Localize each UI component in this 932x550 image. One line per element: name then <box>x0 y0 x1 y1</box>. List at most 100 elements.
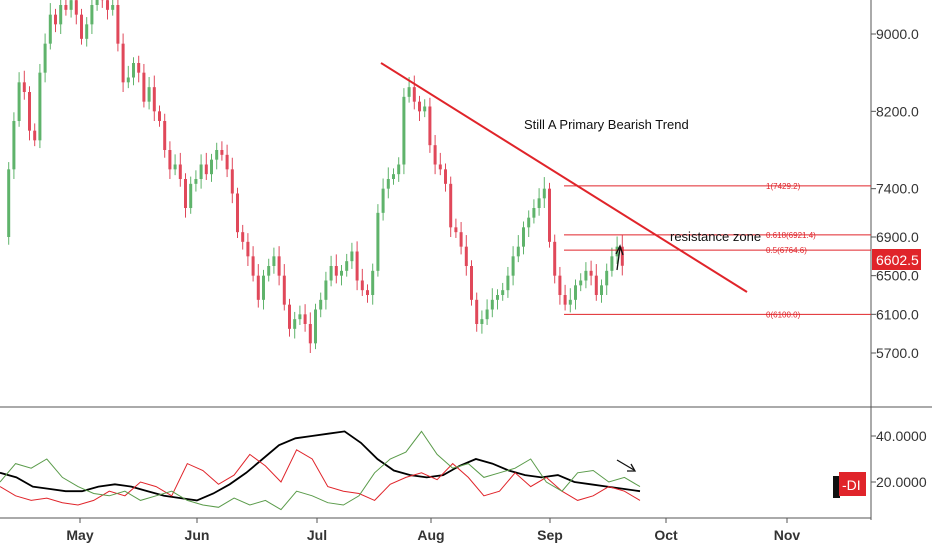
indicator-series-line <box>0 430 641 502</box>
indicator-axis-ticks: 40.0000 20.0000 <box>871 428 927 490</box>
candle-body <box>459 232 463 247</box>
candle-body <box>553 241 557 276</box>
price-tick-label: 8200.0 <box>876 103 919 119</box>
candle-body <box>548 188 551 242</box>
candle-body <box>106 0 109 10</box>
candle-body <box>568 299 572 305</box>
candle-body <box>314 309 317 344</box>
candle-body <box>527 217 531 228</box>
di-minus-badge: -DI <box>833 472 866 498</box>
candle-body <box>371 270 375 295</box>
candle-body <box>475 299 479 324</box>
candle-body <box>610 256 614 271</box>
candle-body <box>199 164 203 179</box>
candle-body <box>17 82 21 121</box>
candles-group <box>7 0 624 353</box>
candle-body <box>59 5 63 25</box>
indicator-tick-label: 40.0000 <box>876 428 927 444</box>
candle-body <box>267 266 271 276</box>
bearish-trendline <box>380 62 748 293</box>
candle-body <box>111 5 115 10</box>
candle-body <box>204 164 208 175</box>
candle-body <box>74 0 78 15</box>
time-axis-ticks: May Jun Jul Aug Sep Oct Nov <box>66 518 800 543</box>
candle-body <box>392 174 395 179</box>
candle-body <box>142 72 146 102</box>
candle-body <box>542 188 546 199</box>
candle-body <box>293 319 297 329</box>
candle-body <box>407 87 411 97</box>
price-axis-ticks: 9000.0 8200.0 7400.0 6900.0 6500.0 6100.0 5700… <box>871 26 919 361</box>
candle-body <box>589 270 593 276</box>
up-arrow-shaft <box>616 247 621 271</box>
candle-body <box>324 280 328 300</box>
candle-body <box>319 299 323 310</box>
candle-body <box>574 285 577 300</box>
candle-body <box>418 101 421 112</box>
candle-body <box>308 324 312 344</box>
candle-body <box>340 270 343 276</box>
candle-body <box>48 14 52 44</box>
candle-body <box>428 106 432 146</box>
candle-body <box>496 295 499 300</box>
price-tick-label: 9000.0 <box>876 26 919 42</box>
candle-body <box>137 63 141 73</box>
candle-body <box>168 150 172 170</box>
di-minus-label: -DI <box>842 477 861 493</box>
time-tick-label: Nov <box>774 527 801 543</box>
candle-body <box>251 256 255 276</box>
candle-body <box>303 314 307 324</box>
candle-body <box>178 164 182 179</box>
candle-body <box>132 63 135 78</box>
candle-body <box>282 275 286 305</box>
candle-body <box>163 121 167 150</box>
candle-body <box>298 314 302 320</box>
arrows-group <box>615 244 637 472</box>
indicator-tick-label: 20.0000 <box>876 474 927 490</box>
last-price-bg <box>872 249 921 270</box>
candle-body <box>241 232 245 242</box>
price-tick-label: 7400.0 <box>876 181 919 197</box>
candle-body <box>262 275 265 300</box>
candle-body <box>345 261 349 271</box>
candle-body <box>605 270 609 286</box>
candle-body <box>64 5 68 10</box>
indicator-series-line <box>0 430 641 511</box>
candle-body <box>277 256 281 276</box>
last-price-badge: 6602.5 <box>872 249 921 270</box>
candle-body <box>54 14 57 25</box>
candle-body <box>433 145 437 165</box>
candle-body <box>501 290 505 295</box>
candle-body <box>511 256 515 276</box>
candle-body <box>69 0 73 10</box>
candle-body <box>116 5 120 44</box>
candle-body <box>272 256 276 266</box>
badge-dark-edge <box>833 476 840 498</box>
price-tick-label: 6100.0 <box>876 306 919 322</box>
candle-body <box>470 266 473 300</box>
fib-level-label: 0.5(6764.6) <box>766 246 807 255</box>
candle-body <box>210 159 213 175</box>
candle-body <box>366 290 369 295</box>
candle-body <box>189 183 193 208</box>
time-tick-label: Aug <box>417 527 444 543</box>
candle-body <box>90 5 94 25</box>
candle-body <box>600 285 603 295</box>
down-arrow-shaft <box>616 459 635 471</box>
candle-body <box>376 212 380 271</box>
di-minus-badge-bg <box>839 472 866 496</box>
candle-body <box>620 246 624 266</box>
candle-body <box>402 96 406 165</box>
candle-body <box>225 154 229 170</box>
candle-body <box>584 270 588 281</box>
candle-body <box>350 251 354 262</box>
time-tick-label: Jun <box>185 527 210 543</box>
candle-body <box>85 24 89 39</box>
candle-body <box>43 43 47 73</box>
candle-body <box>152 87 156 112</box>
candle-body <box>147 87 151 102</box>
candle-body <box>397 164 401 175</box>
candle-body <box>158 111 161 121</box>
candle-body <box>537 198 541 208</box>
